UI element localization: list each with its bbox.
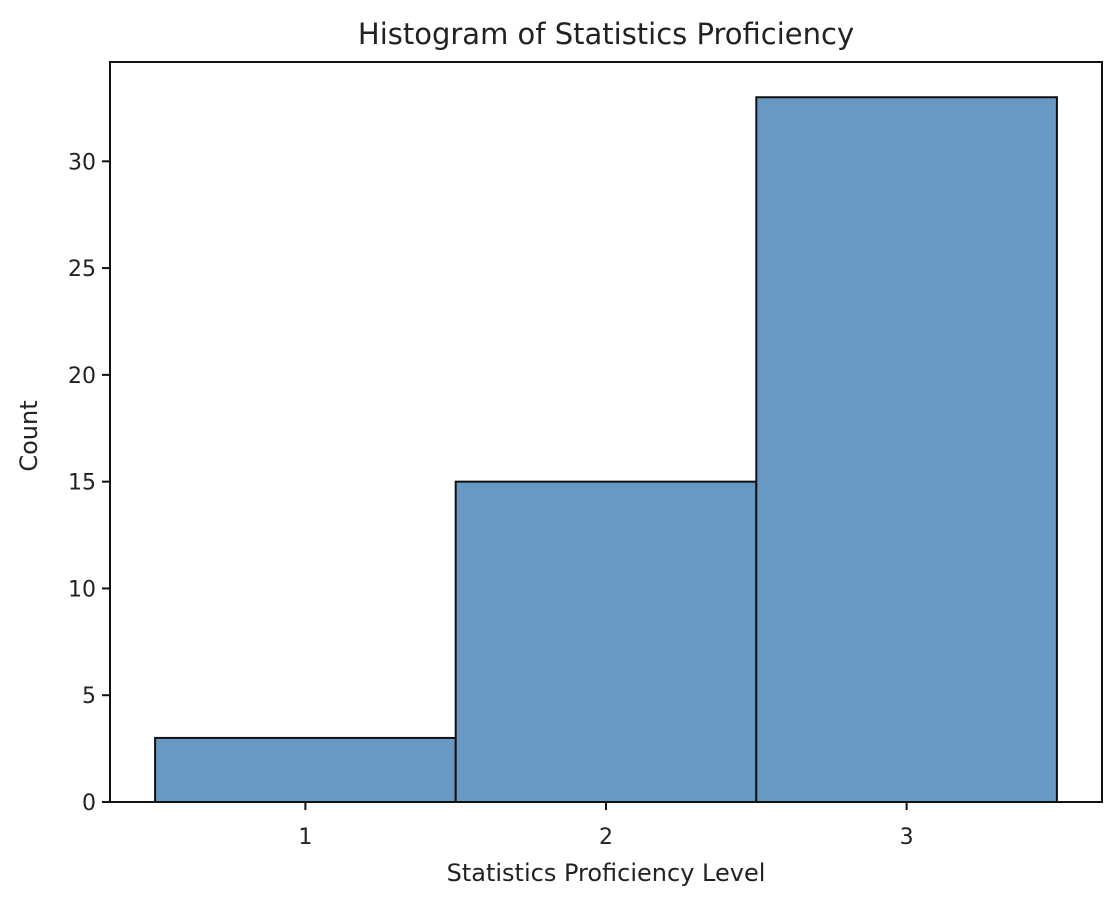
histogram-bar-1 xyxy=(154,736,457,803)
y-tick-label: 5 xyxy=(82,684,96,709)
x-axis-ticks: 1 2 3 xyxy=(298,802,914,850)
x-tick-label: 1 xyxy=(298,825,312,850)
y-axis-label: Count xyxy=(15,400,43,471)
x-tick-label: 3 xyxy=(900,825,914,850)
x-axis-label: Statistics Proficiency Level xyxy=(447,859,766,887)
bars-layer xyxy=(154,96,1058,803)
y-tick-label: 30 xyxy=(68,150,96,175)
y-tick-label: 0 xyxy=(82,791,96,816)
y-tick-label: 10 xyxy=(68,577,96,602)
y-axis-ticks: 0 5 10 15 20 25 30 xyxy=(68,150,110,816)
histogram-bar-2 xyxy=(454,480,758,803)
y-tick-label: 25 xyxy=(68,257,96,282)
y-tick-label: 20 xyxy=(68,364,96,389)
histogram-bar-3 xyxy=(755,96,1058,803)
x-tick-label: 2 xyxy=(599,825,613,850)
y-tick-label: 15 xyxy=(68,471,96,496)
chart-title: Histogram of Statistics Proficiency xyxy=(358,17,854,51)
plot-frame xyxy=(109,61,1103,803)
